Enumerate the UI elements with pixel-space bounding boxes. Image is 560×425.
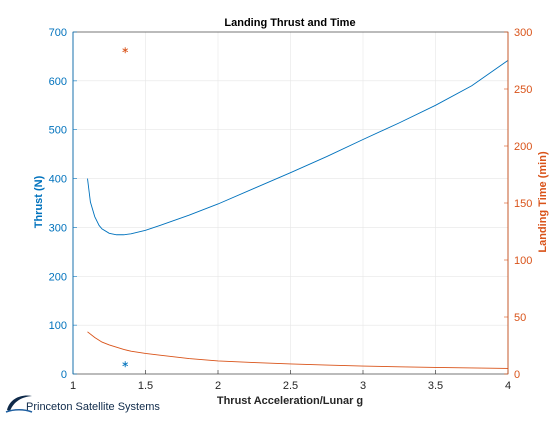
x-tick-label: 1.5 <box>138 380 153 392</box>
y-tick-label-left: 500 <box>49 125 67 137</box>
series-line-right <box>87 331 509 369</box>
logo-text: Princeton Satellite Systems <box>26 401 160 413</box>
y-tick-label-left: 700 <box>49 27 67 39</box>
chart-title: Landing Thrust and Time <box>224 17 355 29</box>
y-tick-label-left: 300 <box>49 222 67 234</box>
y-tick-label-right: 250 <box>514 84 532 96</box>
y-tick-label-left: 100 <box>49 320 67 332</box>
y-axis-label-right: Landing Time (min) <box>537 151 549 253</box>
y-tick-label-left: 200 <box>49 271 67 283</box>
ticks-layer: 1 1.5 2 2.5 3 3.5 4010020030040050060070005010… <box>49 27 533 392</box>
y-tick-label-right: 200 <box>514 141 532 153</box>
series-line-left <box>87 59 509 236</box>
x-axis-label: Thrust Acceleration/Lunar g <box>217 395 363 407</box>
x-tick-label: 1 <box>70 380 76 392</box>
logo: Princeton Satellite Systems <box>4 390 164 416</box>
y-tick-label-left: 400 <box>49 174 67 186</box>
y-tick-label-right: 50 <box>514 312 526 324</box>
x-tick-label: 2 <box>215 380 221 392</box>
y-tick-label-right: 0 <box>514 369 520 381</box>
y-tick-label-right: 100 <box>514 255 532 267</box>
y-axis-label-left: Thrust (N) <box>33 175 45 228</box>
y-tick-label-left: 0 <box>61 369 67 381</box>
marker-left <box>122 361 129 368</box>
logo-swoosh-icon <box>5 395 33 413</box>
x-tick-label: 4 <box>505 380 511 392</box>
x-tick-label: 3 <box>360 380 366 392</box>
grid <box>72 31 509 375</box>
y-tick-label-right: 300 <box>514 27 532 39</box>
x-tick-label: 3.5 <box>428 380 443 392</box>
marker-right <box>122 47 129 54</box>
series-layer <box>87 47 509 369</box>
y-tick-label-left: 600 <box>49 76 67 88</box>
x-tick-label: 2.5 <box>283 380 298 392</box>
y-tick-label-right: 150 <box>514 198 532 210</box>
